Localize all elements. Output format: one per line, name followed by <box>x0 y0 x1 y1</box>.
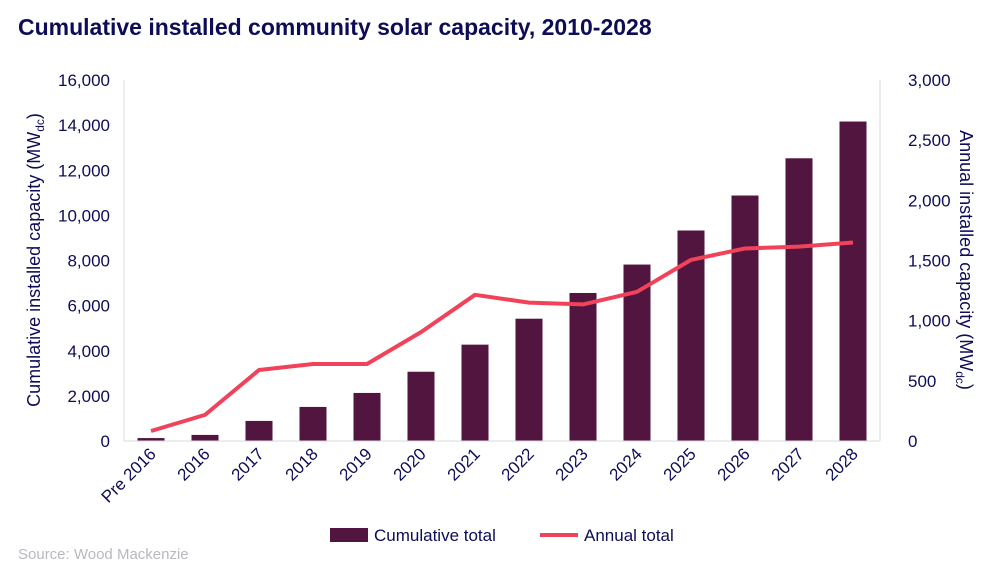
y2-tick-label: 1,500 <box>908 252 951 271</box>
y2-tick-label: 1,000 <box>908 312 951 331</box>
y-tick-label: 10,000 <box>58 206 110 225</box>
legend-swatch-bar <box>330 528 368 542</box>
bar-2027 <box>785 158 813 441</box>
bar-2026 <box>731 195 759 441</box>
annual-total-line <box>150 240 854 433</box>
bar-2020 <box>407 371 435 441</box>
bar-2019 <box>353 392 381 441</box>
y2-tick-label: 3,000 <box>908 71 951 90</box>
x-tick-label: Pre 2016 <box>98 444 160 506</box>
bar-2028 <box>839 121 867 441</box>
bar-Pre-2016 <box>137 438 165 441</box>
chart-title: Cumulative installed community solar cap… <box>18 14 652 40</box>
x-tick-label: 2022 <box>498 444 538 484</box>
y2-tick-label: 2,000 <box>908 191 951 210</box>
x-tick-label: 2016 <box>174 444 214 484</box>
x-tick-label: 2024 <box>606 444 646 484</box>
source-note: Source: Wood Mackenzie <box>18 546 189 563</box>
bar-2018 <box>299 406 327 441</box>
bar-2016 <box>191 434 219 441</box>
x-tick-label: 2021 <box>444 444 484 484</box>
bar-2023 <box>569 292 597 441</box>
x-tick-label: 2019 <box>336 444 376 484</box>
y-tick-label: 16,000 <box>58 71 110 90</box>
y2-axis-label: Annual installed capacity (MWdc) <box>953 130 976 390</box>
y-tick-label: 4,000 <box>67 342 110 361</box>
x-tick-label: 2020 <box>390 444 430 484</box>
bar-2021 <box>461 344 489 441</box>
y-tick-label: 8,000 <box>67 252 110 271</box>
x-tick-label: 2018 <box>282 444 322 484</box>
x-tick-label: 2023 <box>552 444 592 484</box>
y-tick-label: 0 <box>101 432 110 451</box>
x-tick-label: 2017 <box>228 444 268 484</box>
y-tick-label: 14,000 <box>58 116 110 135</box>
bar-2017 <box>245 420 273 441</box>
x-tick-label: 2027 <box>768 444 808 484</box>
legend: Cumulative total Annual total <box>330 526 674 545</box>
bar-2022 <box>515 318 543 441</box>
y-tick-label: 12,000 <box>58 161 110 180</box>
x-tick-label: 2025 <box>660 444 700 484</box>
x-tick-label: 2026 <box>714 444 754 484</box>
y2-tick-label: 0 <box>908 432 917 451</box>
legend-label-annual: Annual total <box>584 526 674 545</box>
y-tick-label: 2,000 <box>67 387 110 406</box>
legend-label-cumulative: Cumulative total <box>374 526 496 545</box>
y-tick-label: 6,000 <box>67 297 110 316</box>
x-tick-label: 2028 <box>822 444 862 484</box>
y2-tick-label: 2,500 <box>908 131 951 150</box>
y2-tick-label: 500 <box>908 372 936 391</box>
y-axis-label: Cumulative installed capacity (MWdc) <box>24 113 47 407</box>
